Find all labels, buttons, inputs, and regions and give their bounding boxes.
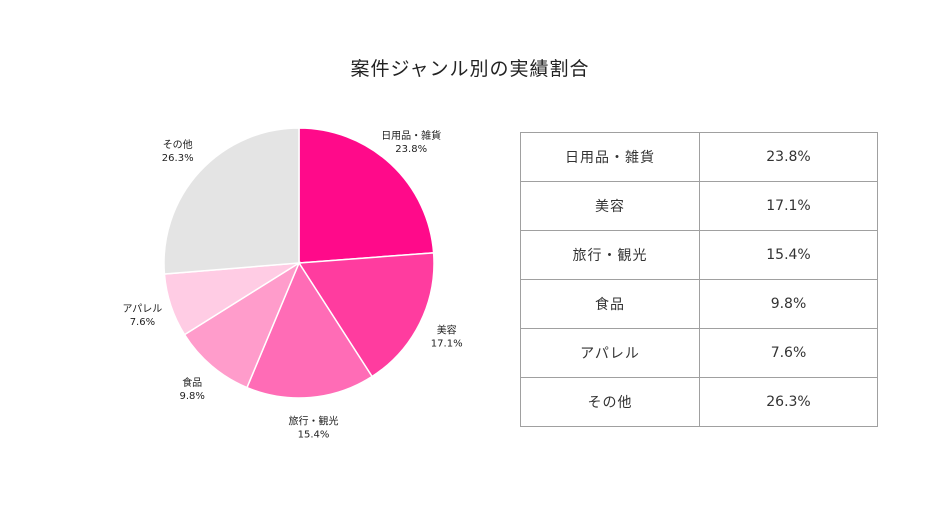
table-cell-value: 26.3% bbox=[699, 377, 878, 427]
pie-slice bbox=[245, 261, 374, 399]
table-row: その他 26.3% bbox=[520, 377, 878, 427]
slice-label: 日用品・雑貨 23.8% bbox=[381, 129, 441, 155]
slice-label: 食品 9.8% bbox=[179, 376, 204, 402]
table-row: 食品 9.8% bbox=[520, 279, 878, 329]
table-cell-category: 日用品・雑貨 bbox=[520, 132, 700, 182]
table-cell-category: 美容 bbox=[520, 181, 700, 231]
table-cell-value: 17.1% bbox=[699, 181, 878, 231]
table-row: 旅行・観光 15.4% bbox=[520, 230, 878, 280]
table-cell-value: 9.8% bbox=[699, 279, 878, 329]
pie-slice bbox=[298, 127, 435, 264]
pie-slice bbox=[163, 127, 300, 275]
pie-slice bbox=[183, 261, 301, 389]
slice-label: 旅行・観光 15.4% bbox=[289, 414, 339, 440]
table-row: 美容 17.1% bbox=[520, 181, 878, 231]
slice-label: その他 26.3% bbox=[162, 138, 194, 164]
table-cell-value: 7.6% bbox=[699, 328, 878, 378]
table-cell-value: 15.4% bbox=[699, 230, 878, 280]
table-cell-value: 23.8% bbox=[699, 132, 878, 182]
table-cell-category: その他 bbox=[520, 377, 700, 427]
data-table: 日用品・雑貨 23.8% 美容 17.1% 旅行・観光 15.4% 食品 9.8… bbox=[520, 132, 878, 427]
pie-slice bbox=[297, 252, 435, 378]
slice-label: 美容 17.1% bbox=[431, 324, 463, 350]
table-cell-category: アパレル bbox=[520, 328, 700, 378]
table-row: アパレル 7.6% bbox=[520, 328, 878, 378]
slice-label: アパレル 7.6% bbox=[122, 303, 162, 328]
table-cell-category: 旅行・観光 bbox=[520, 230, 700, 280]
table-cell-category: 食品 bbox=[520, 279, 700, 329]
chart-title: 案件ジャンル別の実績割合 bbox=[350, 58, 590, 80]
table-row: 日用品・雑貨 23.8% bbox=[520, 132, 878, 182]
